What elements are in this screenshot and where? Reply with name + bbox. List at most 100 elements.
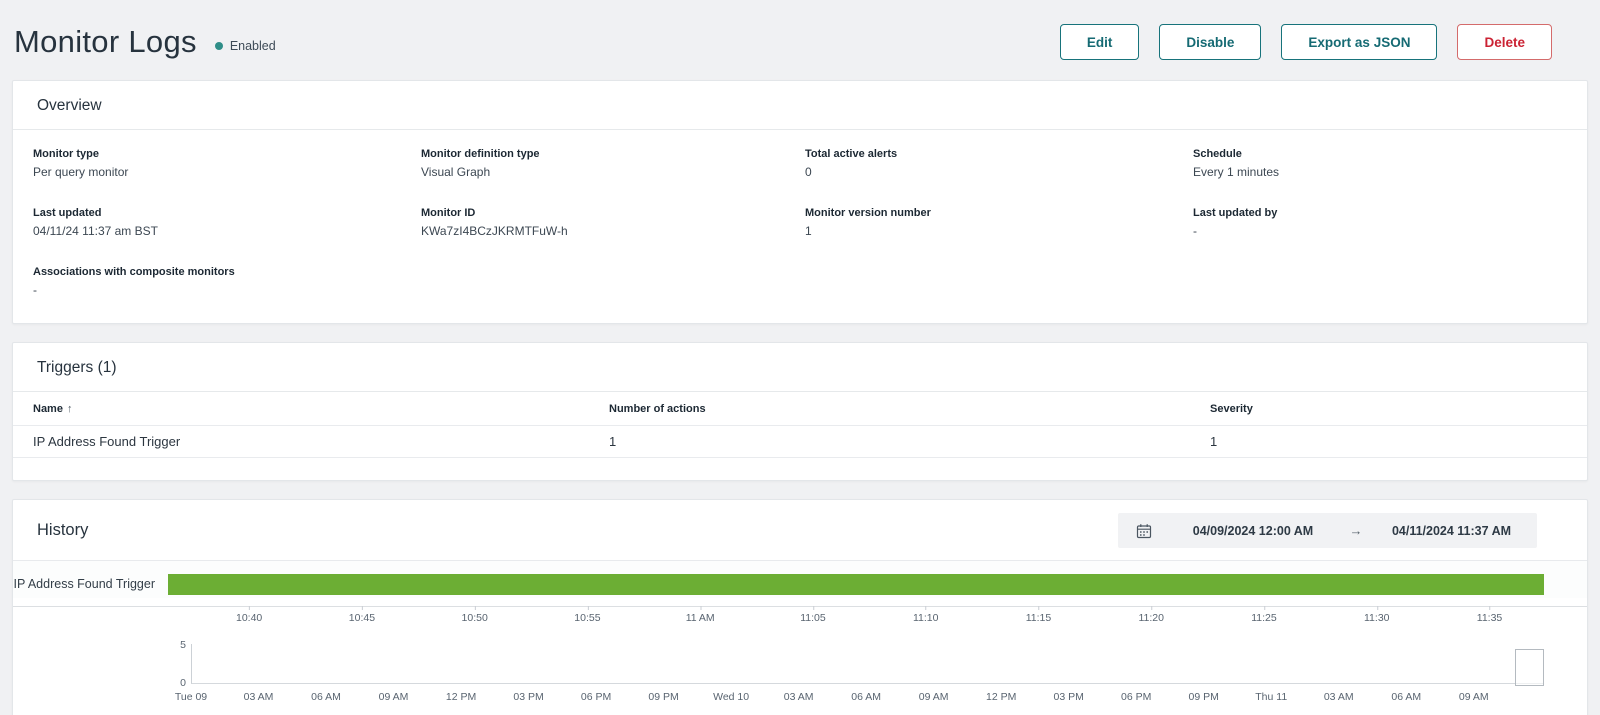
export-json-button[interactable]: Export as JSON <box>1281 24 1438 60</box>
date-range-arrow-icon: → <box>1349 523 1363 538</box>
field-label: Monitor ID <box>421 207 476 219</box>
navigator-tick-label: 06 AM <box>1391 691 1422 703</box>
column-header-name[interactable]: Name ↑ <box>33 402 73 415</box>
page-title: Monitor Logs <box>14 24 197 59</box>
trigger-name-cell: IP Address Found Trigger <box>33 434 181 449</box>
timeline-tick-label: 10:55 <box>574 606 601 624</box>
navigator-tick-label: 09 PM <box>1188 691 1219 703</box>
status-badge: Enabled <box>214 39 276 53</box>
field-value: Every 1 minutes <box>1193 165 1280 179</box>
navigator-tick-label: Tue 09 <box>174 691 208 703</box>
field-value: - <box>1193 224 1197 238</box>
navigator-tick-label: 03 AM <box>1323 691 1354 703</box>
overview-field: Associations with composite monitors - <box>33 266 421 297</box>
timeline-x-axis: 10:40 10:45 10:50 10:55 11 AM 11:05 11:10 11:15… <box>13 606 1587 630</box>
navigator-tick-label: 06 AM <box>311 691 341 703</box>
overview-field: Monitor version number 1 <box>805 207 1193 238</box>
calendar-icon <box>1136 523 1152 539</box>
field-value: 0 <box>805 165 812 179</box>
overview-field: Monitor definition type Visual Graph <box>421 148 805 179</box>
timeline-bar-segment[interactable] <box>168 573 1544 595</box>
navigator-tick-label: 09 AM <box>378 691 409 703</box>
navigator-tick-label: 03 AM <box>243 691 274 703</box>
field-value: 04/11/24 11:37 am BST <box>33 224 158 238</box>
navigator-tick-label: 09 PM <box>648 691 679 703</box>
trigger-severity-cell: 1 <box>1210 434 1218 449</box>
page-header: Monitor Logs Enabled Edit Disable Export… <box>0 0 1600 80</box>
edit-button[interactable]: Edit <box>1059 24 1140 60</box>
history-card: History 04/09/2024 12:00 AM → 04/11/2024… <box>12 499 1588 715</box>
navigator-tick-label: Thu 11 <box>1255 691 1288 703</box>
overview-grid: Monitor type Per query monitor Monitor def… <box>13 130 1587 323</box>
navigator-tick-label: 09 AM <box>1458 691 1489 703</box>
triggers-section-title: Triggers (1) <box>13 343 1587 392</box>
navigator-selection-window[interactable] <box>1515 649 1544 686</box>
disable-button[interactable]: Disable <box>1159 24 1262 60</box>
navigator-tick-label: 03 PM <box>1053 691 1084 703</box>
field-label: Schedule <box>1193 148 1242 160</box>
history-header: History 04/09/2024 12:00 AM → 04/11/2024… <box>13 500 1587 561</box>
triggers-table-body: IP Address Found Trigger 1 1 <box>13 426 1587 458</box>
sort-ascending-icon: ↑ <box>66 402 73 415</box>
overview-field: Monitor ID KWa7zI4BCzJKRMTFuW-h <box>421 207 805 238</box>
field-value: Per query monitor <box>33 165 129 179</box>
date-range-picker[interactable]: 04/09/2024 12:00 AM → 04/11/2024 11:37 A… <box>1118 513 1537 548</box>
table-row[interactable]: IP Address Found Trigger 1 1 <box>13 426 1587 458</box>
timeline-tick-label: 11 AM <box>685 606 715 624</box>
column-header-severity[interactable]: Severity <box>1210 402 1253 415</box>
column-header-actions[interactable]: Number of actions <box>609 402 706 415</box>
navigator-tick-label: 09 AM <box>918 691 949 703</box>
field-label: Monitor version number <box>805 207 931 219</box>
status-label: Enabled <box>229 39 276 53</box>
navigator-x-axis: Tue 09 03 AM 06 AM 09 AM 12 PM 03 PM 06 PM 09 P… <box>175 689 1544 705</box>
toolbar: Edit Disable Export as JSON Delete <box>1059 24 1552 60</box>
navigator-tick-label: 06 AM <box>851 691 882 703</box>
navigator-tick-label: 12 PM <box>985 691 1017 703</box>
history-section-title: History <box>37 521 89 539</box>
field-value: KWa7zI4BCzJKRMTFuW-h <box>421 224 568 238</box>
delete-button[interactable]: Delete <box>1457 24 1552 60</box>
timeline-tick-label: 10:50 <box>461 606 488 624</box>
overview-field: Last updated 04/11/24 11:37 am BST <box>33 207 421 238</box>
timeline-tick-label: 11:35 <box>1476 606 1503 624</box>
navigator-tick-label: 12 PM <box>445 691 477 703</box>
timeline-tick-label: 11:25 <box>1251 606 1277 624</box>
overview-field: Schedule Every 1 minutes <box>1193 148 1587 179</box>
range-navigator-chart[interactable]: 5 0 <box>180 639 1544 689</box>
status-timeline-row: IP Address Found Trigger <box>13 561 1587 598</box>
navigator-tick-label: 03 AM <box>783 691 814 703</box>
trigger-actions-cell: 1 <box>609 434 617 449</box>
timeline-tick-label: 11:30 <box>1364 606 1390 624</box>
field-label: Monitor definition type <box>421 148 540 160</box>
navigator-tick-label: 06 PM <box>580 691 612 703</box>
field-label: Last updated by <box>1193 207 1278 219</box>
triggers-card: Triggers (1) Name ↑ Number of actions Sev… <box>12 342 1588 481</box>
timeline-tick-label: 11:20 <box>1138 606 1164 624</box>
overview-card: Overview Monitor type Per query monitor Mo… <box>12 80 1588 324</box>
overview-section-title: Overview <box>13 81 1587 130</box>
field-label: Associations with composite monitors <box>33 266 235 278</box>
date-range-start[interactable]: 04/09/2024 12:00 AM <box>1192 523 1314 538</box>
timeline-tick-label: 11:10 <box>912 606 939 624</box>
field-label: Last updated <box>33 207 102 219</box>
navigator-tick-label: 06 PM <box>1121 691 1152 703</box>
field-value: - <box>33 283 37 297</box>
date-range-end[interactable]: 04/11/2024 11:37 AM <box>1391 523 1512 538</box>
field-value: Visual Graph <box>421 165 491 179</box>
timeline-bar-area <box>168 573 1544 595</box>
y-axis-tick-max: 5 <box>180 639 186 651</box>
timeline-row-label: IP Address Found Trigger <box>13 577 155 591</box>
timeline-tick-label: 10:40 <box>236 606 263 624</box>
navigator-tick-label: Wed 10 <box>713 691 750 703</box>
field-label: Monitor type <box>33 148 99 160</box>
y-axis-tick-min: 0 <box>180 677 186 689</box>
triggers-table-footer <box>13 458 1587 480</box>
field-label: Total active alerts <box>805 148 898 160</box>
navigator-tick-label: 03 PM <box>513 691 544 703</box>
overview-field: Monitor type Per query monitor <box>33 148 421 179</box>
overview-field: Last updated by - <box>1193 207 1587 238</box>
status-dot-icon <box>214 42 223 50</box>
overview-field: Total active alerts 0 <box>805 148 1193 179</box>
field-value: 1 <box>805 224 812 238</box>
timeline-tick-label: 10:45 <box>348 606 376 624</box>
